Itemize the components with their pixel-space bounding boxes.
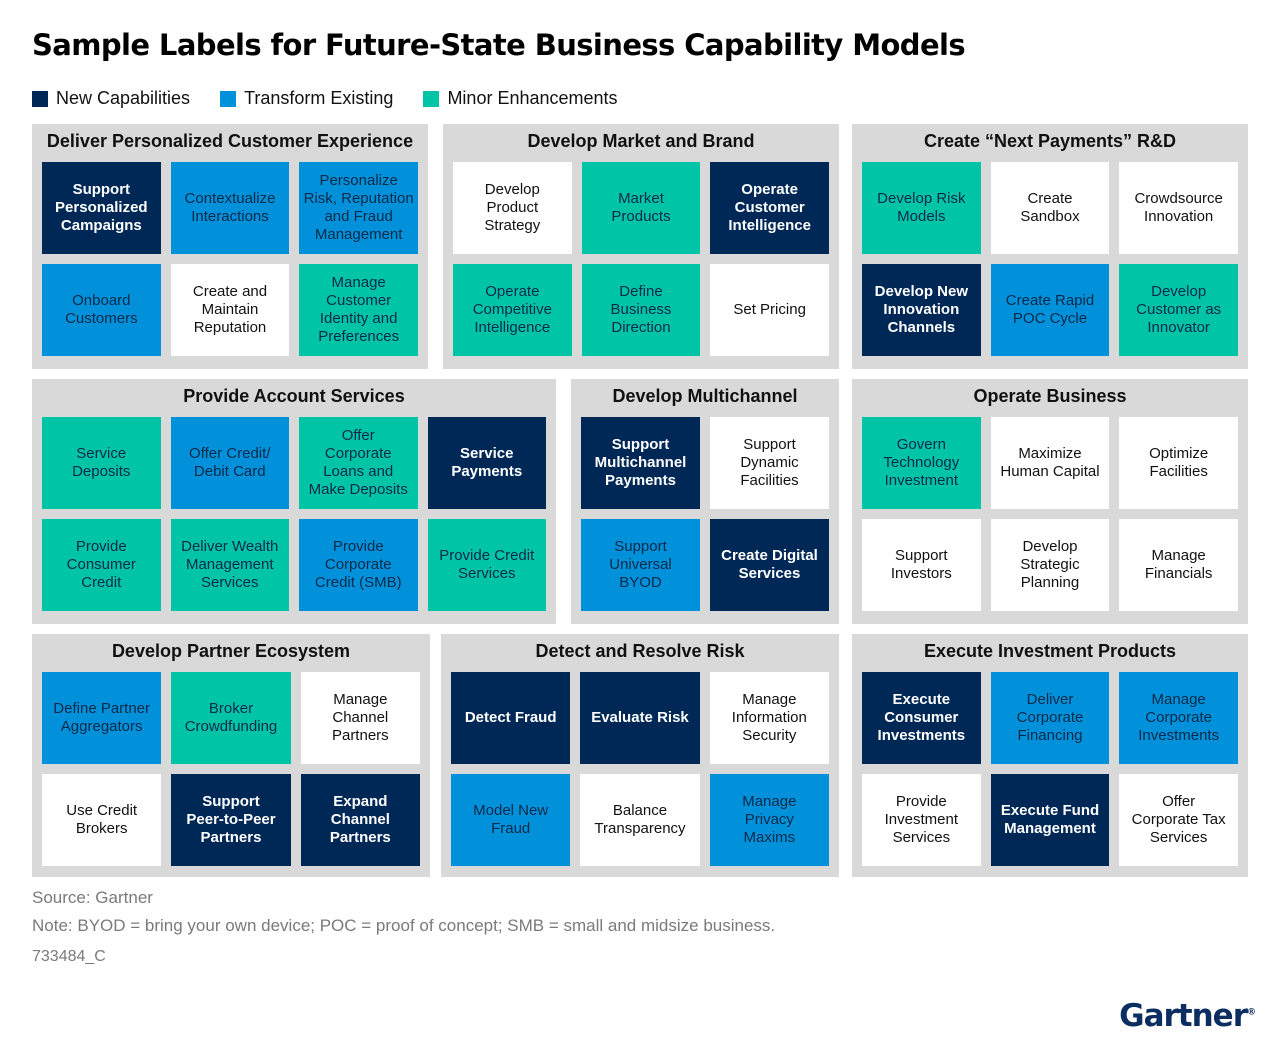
group-title: Operate Business <box>973 386 1127 406</box>
capability-cell: Support Universal BYOD <box>581 519 700 611</box>
legend-swatch-minor <box>423 90 440 107</box>
abbreviation-note: Note: BYOD = bring your own device; POC … <box>32 916 776 935</box>
group-title: Execute Investment Products <box>923 641 1177 661</box>
group-title: Provide Account Services <box>183 386 405 406</box>
legend: New Capabilities Transform Existing Mino… <box>32 88 618 109</box>
logo-text: Gartner <box>1119 998 1248 1034</box>
capability-cell: Support Multichannel Payments <box>581 417 700 509</box>
capability-cell: Develop New Innovation Channels <box>862 264 981 356</box>
capability-cell: Service Deposits <box>42 417 161 509</box>
capability-cell: Execute Fund Management <box>990 774 1110 866</box>
legend-label: New Capabilities <box>56 88 191 108</box>
capability-cell: Deliver Corporate Financing <box>990 672 1110 764</box>
capability-cell: Create Rapid POC Cycle <box>990 264 1110 356</box>
capability-cell: Create Digital Services <box>710 519 829 611</box>
legend-item-minor: Minor Enhancements <box>423 88 618 109</box>
legend-item-new: New Capabilities <box>32 88 190 109</box>
capability-cell: Maximize Human Capital <box>990 417 1110 509</box>
document-id: 733484_C <box>32 948 106 965</box>
capability-cell: Onboard Customers <box>42 264 161 356</box>
group-develop-market-and-brand: Develop Market and Brand Develop Product… <box>443 124 839 369</box>
capability-cell: Develop Strategic Planning <box>990 519 1110 611</box>
capability-cell: Personalize Risk, Reputation and Fraud M… <box>299 162 418 254</box>
page-title: Sample Labels for Future-State Business … <box>32 28 966 62</box>
capability-cell: Manage Privacy Maxims <box>709 774 829 866</box>
capability-cell: Offer Corporate Loans and Make Deposits <box>299 417 418 509</box>
group-execute-investment-products: Execute Investment Products Execute Cons… <box>852 634 1248 877</box>
capability-cell: Develop Product Strategy <box>453 162 572 254</box>
capability-grid: Execute Consumer Investments Deliver Cor… <box>862 672 1238 867</box>
group-develop-partner-ecosystem: Develop Partner Ecosystem Define Partner… <box>32 634 430 877</box>
capability-cell: Execute Consumer Investments <box>862 672 981 764</box>
capability-grid: Service Deposits Offer Credit/ Debit Car… <box>42 417 546 614</box>
legend-swatch-new <box>32 90 48 107</box>
source-note: Source: Gartner <box>32 888 153 907</box>
capability-cell: Service Payments <box>427 417 546 509</box>
group-title: Develop Multichannel <box>612 386 798 406</box>
capability-cell: Support Dynamic Facilities <box>710 417 829 509</box>
capability-cell: Crowdsource Innovation <box>1119 162 1238 254</box>
group-create-next-payments-rd: Create “Next Payments” R&D Develop Risk … <box>852 124 1248 369</box>
capability-cell: Provide Consumer Credit <box>42 519 161 611</box>
group-detect-and-resolve-risk: Detect and Resolve Risk Detect Fraud Eva… <box>441 634 839 877</box>
capability-grid: Govern Technology Investment Maximize Hu… <box>862 417 1238 614</box>
group-title: Develop Market and Brand <box>527 131 755 151</box>
capability-cell: Expand Channel Partners <box>300 774 420 866</box>
capability-grid: Support Personalized Campaigns Contextua… <box>42 162 418 359</box>
capability-cell: Detect Fraud <box>451 672 571 764</box>
capability-cell: Provide Investment Services <box>862 774 981 866</box>
capability-cell: Manage Financials <box>1119 519 1238 611</box>
capability-cell: Define Business Direction <box>581 264 701 356</box>
capability-cell: Create and Maintain Reputation <box>170 264 290 356</box>
capability-cell: Use Credit Brokers <box>42 774 162 866</box>
capability-grid: Define Partner Aggregators Broker Crowdf… <box>42 672 420 867</box>
capability-cell: Manage Corporate Investments <box>1119 672 1238 764</box>
group-provide-account-services: Provide Account Services Service Deposit… <box>32 379 556 624</box>
capability-cell: Deliver Wealth Management Services <box>170 519 289 611</box>
capability-cell: Contextualize Interactions <box>170 162 290 254</box>
capability-cell: Provide Credit Services <box>427 519 546 611</box>
group-develop-multichannel: Develop Multichannel Support Multichanne… <box>571 379 839 624</box>
capability-cell: Balance Transparency <box>580 774 700 866</box>
capability-cell: Support Investors <box>862 519 981 611</box>
capability-cell: Manage Customer Identity and Preferences <box>299 264 418 356</box>
capability-cell: Support Peer-to-Peer Partners <box>171 774 291 866</box>
group-title: Detect and Resolve Risk <box>535 641 745 661</box>
capability-cell: Support Personalized Campaigns <box>42 162 161 254</box>
capability-cell: Operate Customer Intelligence <box>710 162 829 254</box>
legend-item-transform: Transform Existing <box>220 88 393 109</box>
group-operate-business: Operate Business Govern Technology Inves… <box>852 379 1248 624</box>
capability-cell: Manage Channel Partners <box>300 672 420 764</box>
capability-cell: Evaluate Risk <box>580 672 700 764</box>
group-title: Create “Next Payments” R&D <box>923 131 1177 151</box>
group-title: Develop Partner Ecosystem <box>111 641 351 661</box>
legend-swatch-transform <box>220 90 237 107</box>
capability-cell: Develop Risk Models <box>862 162 981 254</box>
capability-cell: Broker Crowdfunding <box>171 672 291 764</box>
capability-grid: Develop Risk Models Create Sandbox Crowd… <box>862 162 1238 359</box>
capability-grid: Support Multichannel Payments Support Dy… <box>581 417 829 614</box>
capability-cell: Create Sandbox <box>990 162 1110 254</box>
capability-cell: Define Partner Aggregators <box>42 672 162 764</box>
capability-cell: Offer Credit/ Debit Card <box>170 417 289 509</box>
capability-cell: Manage Information Security <box>709 672 829 764</box>
capability-cell: Market Products <box>581 162 701 254</box>
capability-cell: Provide Corporate Credit (SMB) <box>299 519 418 611</box>
capability-cell: Model New Fraud <box>451 774 571 866</box>
group-title: Deliver Personalized Customer Experience <box>46 131 414 151</box>
capability-grid: Develop Product Strategy Market Products… <box>453 162 829 359</box>
capability-cell: Optimize Facilities <box>1119 417 1238 509</box>
legend-label: Minor Enhancements <box>447 88 618 108</box>
gartner-logo: Gartner® <box>1119 998 1256 1034</box>
capability-cell: Govern Technology Investment <box>862 417 981 509</box>
capability-cell: Develop Customer as Innovator <box>1119 264 1238 356</box>
group-deliver-personalized-customer-experience: Deliver Personalized Customer Experience… <box>32 124 428 369</box>
capability-cell: Offer Corporate Tax Services <box>1119 774 1238 866</box>
capability-cell: Set Pricing <box>710 264 829 356</box>
registered-mark: ® <box>1247 1007 1256 1018</box>
legend-label: Transform Existing <box>244 88 394 108</box>
capability-grid: Detect Fraud Evaluate Risk Manage Inform… <box>451 672 829 867</box>
capability-cell: Operate Competitive Intelligence <box>453 264 572 356</box>
